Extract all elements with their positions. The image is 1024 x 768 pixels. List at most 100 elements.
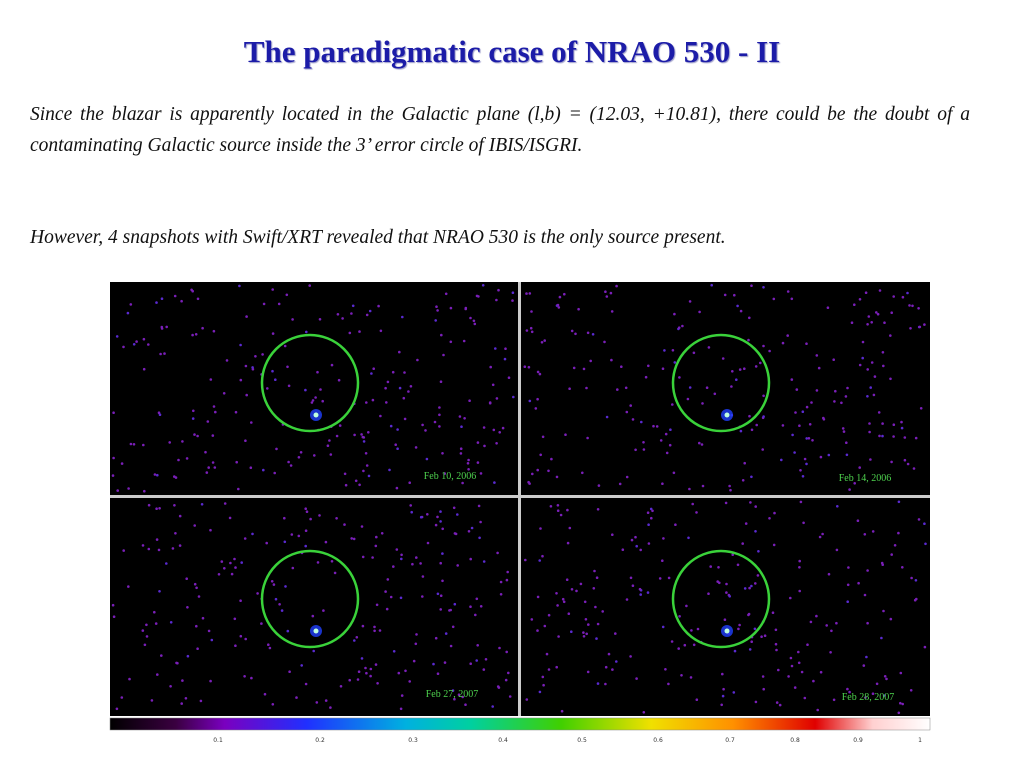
- photon: [806, 643, 809, 646]
- photon: [467, 468, 470, 471]
- photon: [260, 622, 263, 625]
- photon: [748, 648, 752, 651]
- photon: [890, 460, 893, 464]
- photon: [634, 535, 637, 539]
- photon: [815, 354, 819, 357]
- photon: [865, 655, 868, 659]
- photon: [659, 439, 663, 442]
- photon: [759, 361, 762, 365]
- photon: [910, 576, 913, 580]
- photon: [536, 370, 540, 374]
- photon: [763, 634, 767, 637]
- photon: [194, 333, 198, 336]
- photon: [160, 654, 163, 657]
- photon: [286, 365, 289, 369]
- photon: [525, 292, 528, 295]
- photon: [115, 335, 119, 338]
- photon: [555, 665, 558, 669]
- photon: [892, 423, 896, 427]
- photon: [464, 703, 467, 706]
- photon: [801, 475, 805, 478]
- photon: [469, 662, 473, 665]
- slide-title: The paradigmatic case of NRAO 530 - II: [243, 34, 781, 69]
- photon: [449, 644, 453, 648]
- photon: [443, 472, 447, 475]
- photon: [587, 623, 590, 626]
- photon: [919, 407, 923, 410]
- photon: [906, 462, 910, 466]
- photon: [534, 407, 538, 410]
- photon: [441, 452, 444, 455]
- photon: [178, 514, 182, 518]
- date-label: Feb 14, 2006: [839, 473, 892, 484]
- photon: [229, 561, 232, 565]
- photon: [560, 709, 564, 713]
- photon: [901, 295, 905, 299]
- photon: [159, 352, 162, 356]
- photon: [774, 642, 778, 646]
- photon: [663, 349, 666, 352]
- photon: [165, 562, 168, 565]
- photon: [819, 670, 823, 674]
- photon: [459, 447, 463, 451]
- photon: [817, 366, 821, 370]
- photon: [650, 516, 653, 520]
- photon: [511, 291, 515, 295]
- photon: [822, 416, 825, 420]
- photon: [389, 595, 393, 599]
- photon: [909, 327, 912, 330]
- photon: [158, 413, 162, 417]
- photon: [275, 447, 278, 451]
- photon: [821, 532, 824, 536]
- photon: [290, 533, 294, 536]
- photon: [595, 637, 598, 640]
- photon: [743, 461, 746, 465]
- photon: [503, 357, 507, 361]
- photon: [267, 643, 270, 646]
- photon: [866, 323, 869, 326]
- photon: [689, 676, 693, 679]
- photon: [736, 304, 739, 308]
- photon: [286, 629, 290, 633]
- photon: [205, 471, 209, 474]
- photon: [288, 670, 291, 673]
- photon: [866, 395, 869, 398]
- photon: [180, 299, 183, 303]
- photon: [661, 559, 664, 562]
- photon: [700, 443, 704, 446]
- photon: [392, 565, 395, 568]
- photon: [339, 685, 343, 688]
- photon: [112, 411, 115, 415]
- photon: [244, 637, 247, 641]
- photon: [380, 532, 384, 535]
- photon: [901, 702, 904, 706]
- photon: [725, 582, 728, 586]
- photon: [845, 453, 849, 457]
- photon: [348, 678, 352, 682]
- photon: [396, 447, 399, 451]
- photon: [385, 607, 389, 611]
- photon: [543, 624, 547, 628]
- photon: [299, 451, 303, 454]
- photon: [468, 399, 471, 403]
- photon: [670, 640, 674, 643]
- photon: [611, 533, 614, 536]
- photon: [318, 318, 322, 321]
- photon: [530, 330, 534, 334]
- photon: [377, 304, 380, 308]
- photon: [730, 385, 733, 388]
- photon: [685, 604, 688, 608]
- photon: [866, 621, 869, 625]
- photon: [899, 701, 902, 705]
- photon: [193, 582, 197, 586]
- photon: [561, 597, 565, 601]
- photon: [582, 367, 586, 371]
- photon: [493, 481, 496, 484]
- photon: [186, 606, 189, 609]
- photon: [835, 548, 839, 552]
- photon: [326, 444, 330, 448]
- photon: [283, 540, 287, 544]
- photon: [439, 561, 443, 565]
- photon: [408, 680, 412, 683]
- photon: [163, 352, 166, 355]
